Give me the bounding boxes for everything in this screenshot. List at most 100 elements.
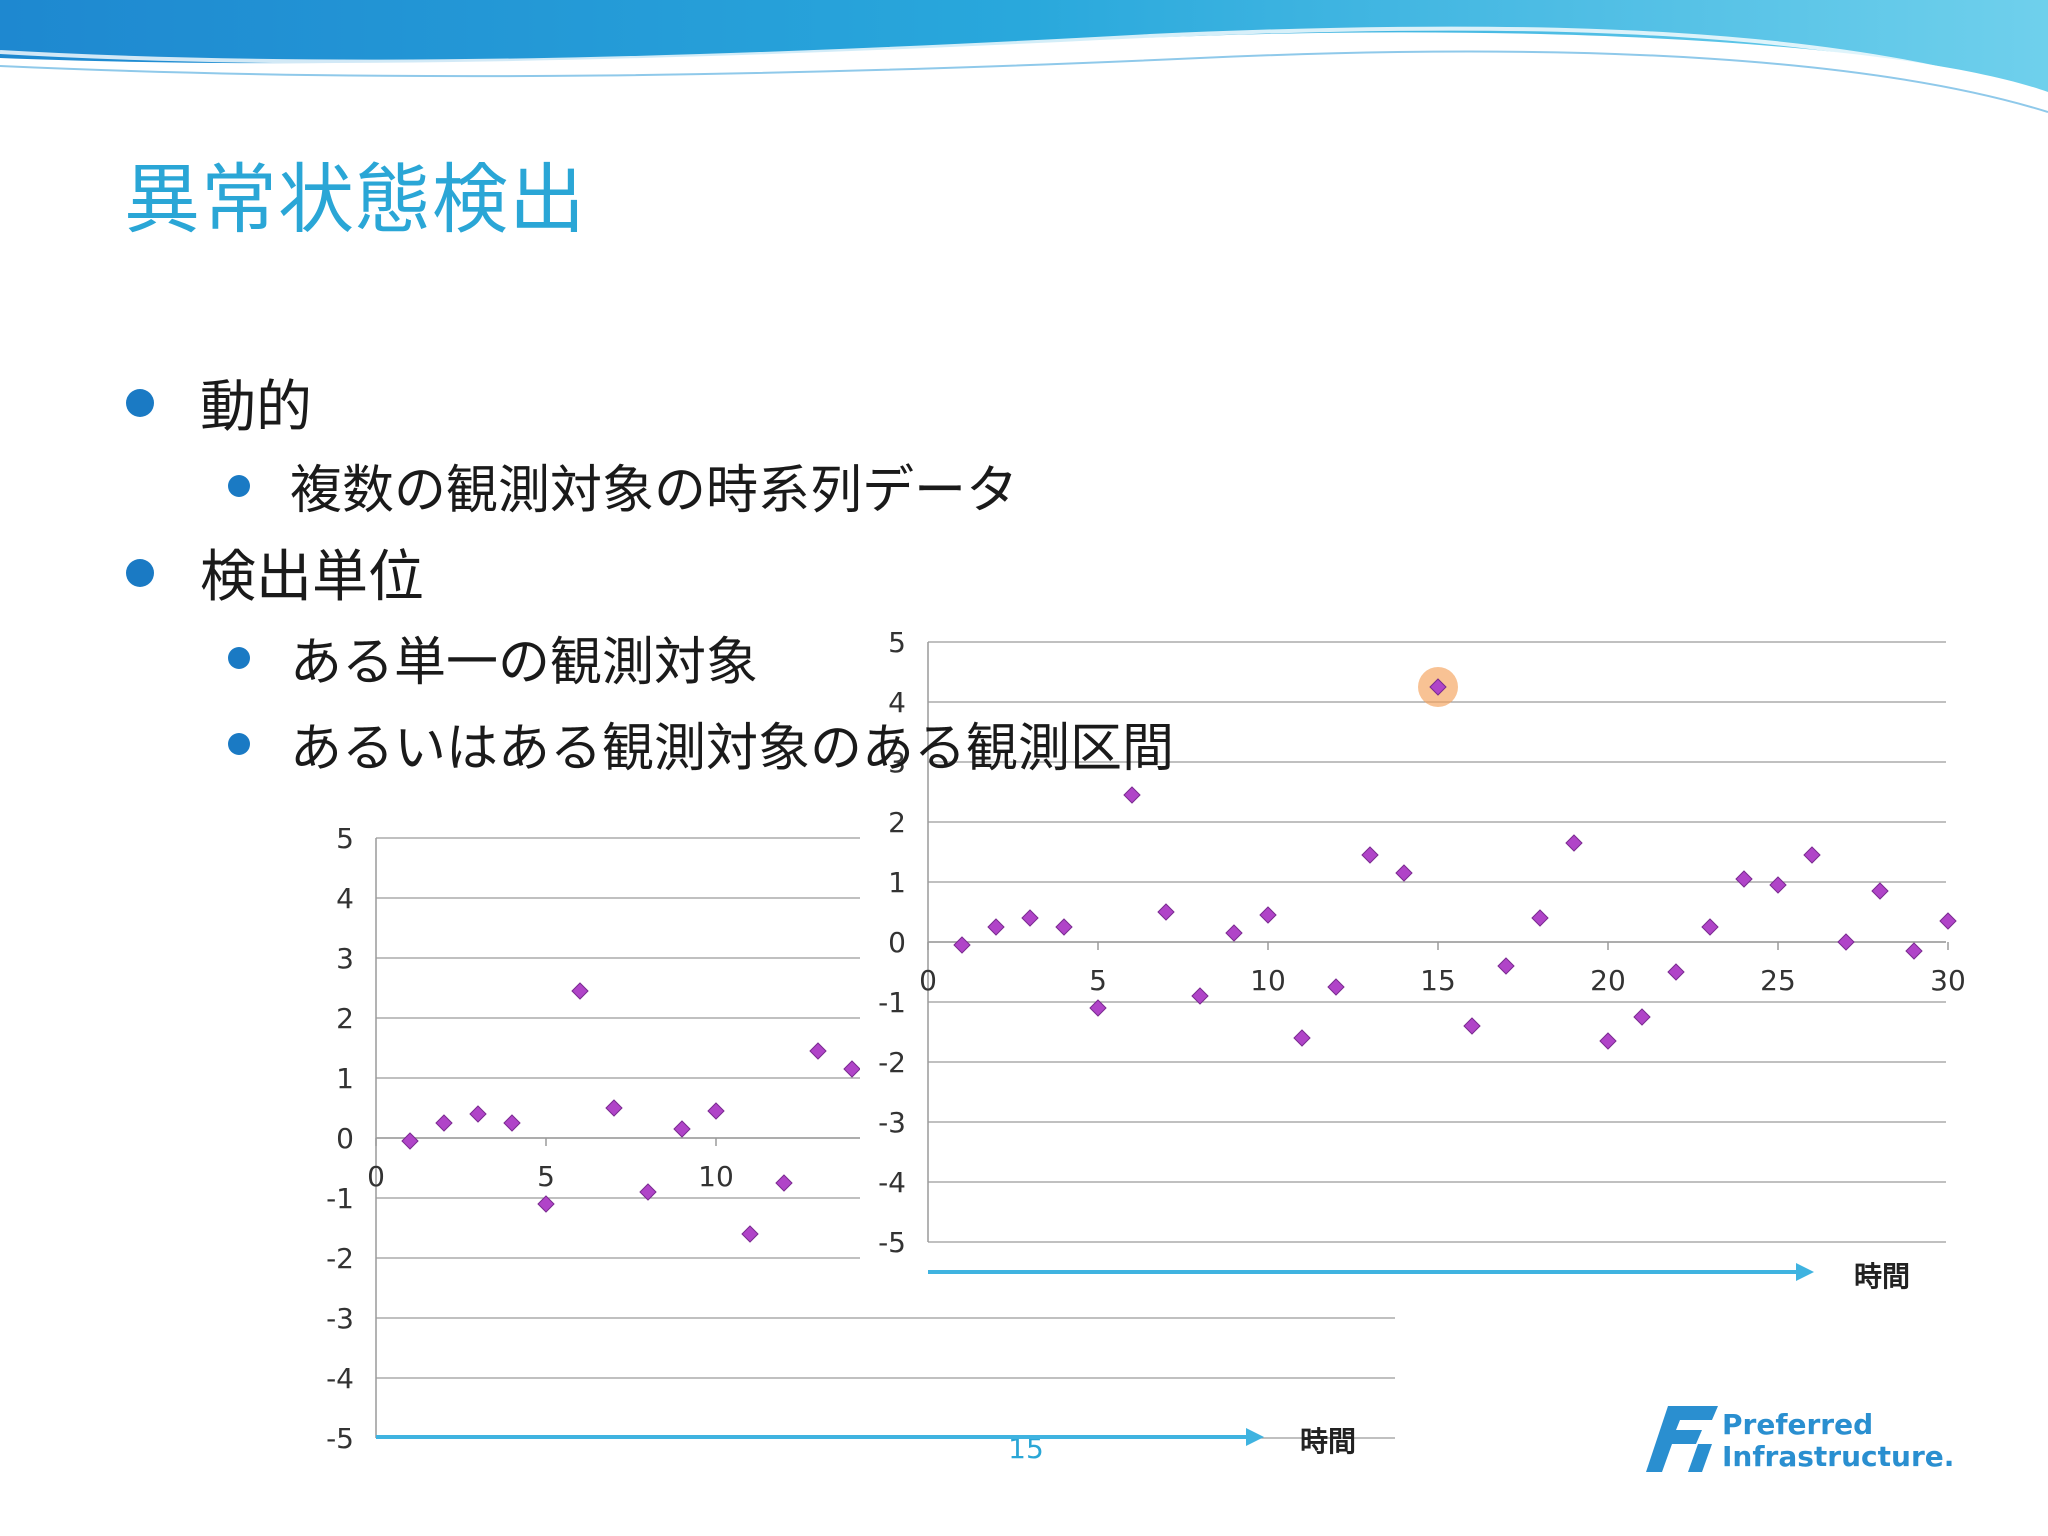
data-point (809, 1042, 827, 1060)
y-tick-label: 0 (888, 926, 906, 959)
bullet-text: 検出単位 (200, 545, 424, 610)
y-tick-label: -3 (326, 1302, 354, 1335)
data-point (1089, 999, 1107, 1017)
bullet-dot (126, 388, 154, 417)
data-point (1599, 1032, 1617, 1050)
bullet-item-interval: あるいはある観測対象のある観測区間 (228, 706, 1174, 781)
x-tick-label: 0 (919, 964, 937, 997)
data-point (1463, 1017, 1481, 1035)
data-point (1055, 918, 1073, 936)
x-tick-label: 10 (1250, 964, 1286, 997)
data-point (1225, 924, 1243, 942)
x-axis-label: 時間 (1854, 1260, 1910, 1290)
data-point (1395, 864, 1413, 882)
data-point (1429, 678, 1447, 696)
time-arrow-head-icon (1246, 1428, 1264, 1446)
y-tick-label: -1 (326, 1182, 354, 1215)
bullet-item-single-target: ある単一の観測対象 (228, 620, 758, 695)
data-point (571, 982, 589, 1000)
data-point (605, 1099, 623, 1117)
chart-background (860, 620, 2000, 1290)
y-tick-label: 3 (888, 746, 906, 779)
data-point (1701, 918, 1719, 936)
data-point (707, 1102, 725, 1120)
data-point (673, 1120, 691, 1138)
logo-line2: Infrastructure. (1722, 1440, 1954, 1473)
data-point (843, 1060, 861, 1078)
header-wave (0, 0, 2048, 113)
y-tick-label: -1 (878, 986, 906, 1019)
bullet-item-dynamic: 動的 (126, 362, 312, 443)
data-point (1837, 933, 1855, 951)
data-point (775, 1174, 793, 1192)
bullet-dot (228, 474, 250, 497)
data-point (1361, 846, 1379, 864)
y-tick-label: 2 (888, 806, 906, 839)
data-point (1939, 912, 1957, 930)
x-tick-label: 5 (1089, 964, 1107, 997)
data-point (1259, 906, 1277, 924)
data-point (1905, 942, 1923, 960)
y-tick-label: 0 (336, 1122, 354, 1155)
data-point (503, 1114, 521, 1132)
data-point (469, 1105, 487, 1123)
bullet-text: ある単一の観測対象 (290, 633, 759, 693)
data-point (741, 1225, 759, 1243)
data-point (1191, 987, 1209, 1005)
slide-title: 異常状態検出 (124, 155, 586, 244)
y-tick-label: 1 (888, 866, 906, 899)
x-tick-label: 25 (1760, 964, 1796, 997)
data-point (1157, 903, 1175, 921)
data-point (1327, 978, 1345, 996)
y-tick-label: 5 (336, 822, 354, 855)
data-point (1565, 834, 1583, 852)
bullet-dot (228, 732, 250, 755)
data-point (1871, 882, 1889, 900)
x-tick-label: 10 (698, 1160, 734, 1193)
y-tick-label: -5 (326, 1422, 354, 1455)
bullet-dot (126, 558, 154, 587)
x-tick-label: 15 (1420, 964, 1456, 997)
data-point (953, 936, 971, 954)
x-axis-label: 時間 (1300, 1425, 1356, 1458)
data-point (1803, 846, 1821, 864)
bullet-text: 複数の観測対象の時系列データ (290, 461, 1019, 521)
data-point (1123, 786, 1141, 804)
x-tick-label: 5 (537, 1160, 555, 1193)
logo-mark-icon (1646, 1406, 1718, 1472)
y-tick-label: -3 (878, 1106, 906, 1139)
data-point (987, 918, 1005, 936)
data-point (537, 1195, 555, 1213)
y-tick-label: 5 (888, 626, 906, 659)
data-point (639, 1183, 657, 1201)
bullet-text: 動的 (200, 375, 312, 440)
x-tick-label: 0 (367, 1160, 385, 1193)
data-point (435, 1114, 453, 1132)
y-tick-label: -4 (878, 1166, 906, 1199)
bullet-dot (228, 646, 250, 669)
data-point (1667, 963, 1685, 981)
logo-line1: Preferred (1722, 1408, 1873, 1441)
x-tick-label: 20 (1590, 964, 1626, 997)
data-point (1633, 1008, 1651, 1026)
y-tick-label: 4 (336, 882, 354, 915)
y-tick-label: 2 (336, 1002, 354, 1035)
bullet-text: あるいはある観測対象のある観測区間 (290, 719, 1175, 779)
data-point (1531, 909, 1549, 927)
bullet-item-detection-unit: 検出単位 (126, 532, 424, 613)
y-tick-label: -2 (326, 1242, 354, 1275)
company-logo: Preferred Infrastructure. (1646, 1406, 1954, 1473)
y-tick-label: 1 (336, 1062, 354, 1095)
y-tick-label: -2 (878, 1046, 906, 1079)
y-tick-label: 4 (888, 686, 906, 719)
time-arrow-head-icon (1796, 1263, 1814, 1281)
data-point (1021, 909, 1039, 927)
data-point (1769, 876, 1787, 894)
x-tick-label: 30 (1930, 964, 1966, 997)
data-point (401, 1132, 419, 1150)
data-point (1735, 870, 1753, 888)
y-tick-label: 3 (336, 942, 354, 975)
data-point (1293, 1029, 1311, 1047)
y-tick-label: -5 (878, 1226, 906, 1259)
